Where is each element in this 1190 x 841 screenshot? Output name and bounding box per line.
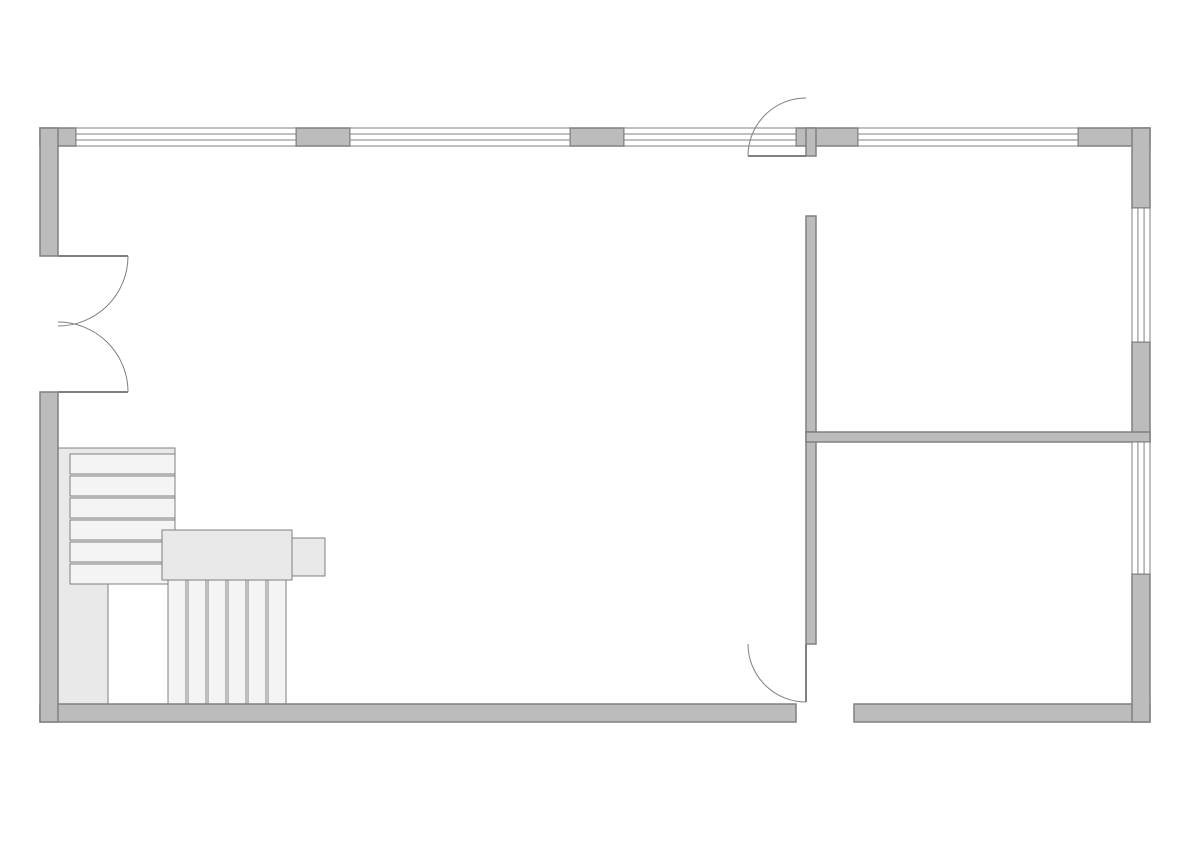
wall	[1132, 342, 1150, 442]
stair-tread	[188, 580, 206, 704]
stair-tread	[70, 454, 175, 474]
wall	[806, 128, 816, 156]
wall	[1132, 574, 1150, 722]
window	[1132, 208, 1150, 342]
window	[624, 128, 796, 146]
wall	[296, 128, 350, 146]
window	[350, 128, 570, 146]
stair-tread	[70, 564, 175, 584]
stair-tread	[70, 542, 175, 562]
stair-tread	[228, 580, 246, 704]
stair-tread	[70, 476, 175, 496]
stair-tread	[248, 580, 266, 704]
wall	[854, 704, 1150, 722]
window	[1132, 442, 1150, 574]
stair-tread	[268, 580, 286, 704]
wall	[1132, 128, 1150, 208]
stair-tread	[70, 498, 175, 518]
stair-tread	[208, 580, 226, 704]
floor-plan	[0, 0, 1190, 841]
wall	[806, 216, 816, 432]
wall	[806, 432, 1150, 442]
stair-landing	[162, 530, 292, 580]
window	[858, 128, 1078, 146]
wall	[806, 432, 816, 644]
stair-tread	[70, 520, 175, 540]
stair-tread	[168, 580, 186, 704]
wall	[570, 128, 624, 146]
wall	[40, 128, 58, 256]
wall	[40, 392, 58, 722]
window	[76, 128, 296, 146]
wall	[40, 704, 796, 722]
